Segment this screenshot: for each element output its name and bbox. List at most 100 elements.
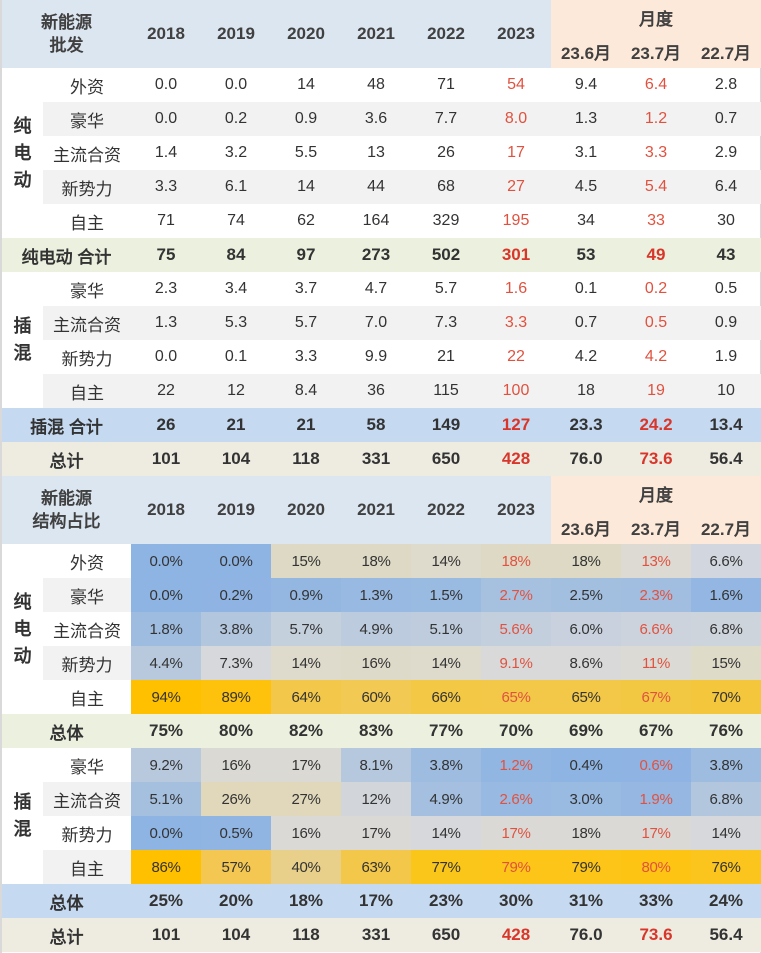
- value-cell: 115: [411, 374, 481, 408]
- table-row: 主流合资 1.3 5.3 5.7 7.0 7.3 3.3 0.7 0.5 0.9: [2, 306, 761, 340]
- value-cell: 1.3%: [341, 578, 411, 612]
- value-cell: 3.3: [481, 306, 551, 340]
- value-cell: 9.4: [574, 76, 598, 93]
- value-cell: 0.0%: [131, 578, 201, 612]
- monthly-header: 月度: [551, 0, 761, 34]
- value-cell: 1.9%: [621, 782, 691, 816]
- value-cell: 89%: [201, 680, 271, 714]
- value-cell: 30: [717, 212, 735, 229]
- value-cell: 6.6%: [621, 612, 691, 646]
- value-cell: 4.5: [551, 170, 621, 204]
- value-cell: 71: [157, 212, 175, 229]
- value-cell: 77%: [411, 850, 481, 884]
- value-cell: 13%: [621, 544, 691, 578]
- total-value-cell: 101: [131, 918, 201, 952]
- value-cell: 14%: [411, 646, 481, 680]
- value-cell: 0.5: [714, 280, 738, 297]
- value-cell: 3.8%: [691, 748, 761, 782]
- value-cell: 48: [367, 76, 385, 93]
- total-value-cell: 82%: [271, 714, 341, 748]
- value-cell: 3.3: [294, 348, 318, 365]
- total-value-cell: 43: [691, 238, 761, 272]
- total-value-cell: 97: [271, 238, 341, 272]
- value-cell: 18%: [551, 816, 621, 850]
- total-value-cell: 58: [341, 408, 411, 442]
- value-cell: 4.9%: [341, 612, 411, 646]
- value-cell: 17%: [481, 816, 551, 850]
- total-label: 总计: [2, 918, 131, 952]
- table-row: 主流合资 1.4 3.2 5.5 13 26 17 3.1 3.3 2.9: [2, 136, 761, 170]
- value-cell: 0.2%: [201, 578, 271, 612]
- value-cell: 34: [577, 212, 595, 229]
- value-cell: 67%: [621, 680, 691, 714]
- value-cell: 6.6%: [691, 544, 761, 578]
- total-value-cell: 273: [341, 238, 411, 272]
- group-label-char: 插: [13, 316, 32, 336]
- table-row: 纯电动 外资 0.0 0.0 14 48 71 54 9.4 6.4 2.8: [2, 68, 761, 238]
- total-value-cell: 104: [201, 918, 271, 952]
- value-cell: 19: [621, 374, 691, 408]
- value-cell: 18%: [481, 544, 551, 578]
- value-cell: 27%: [271, 782, 341, 816]
- month-header-current: 23.7月: [621, 34, 691, 68]
- total-row: 总计 101 104 118 331 650 428 76.0 73.6 56.4: [2, 442, 761, 476]
- value-cell: 26%: [201, 782, 271, 816]
- value-cell: 64%: [271, 680, 341, 714]
- value-cell: 0.5: [621, 306, 691, 340]
- group-label: 插混: [2, 272, 43, 408]
- total-value-cell: 104: [201, 442, 271, 476]
- value-cell: 0.0%: [131, 816, 201, 850]
- value-cell: 60%: [341, 680, 411, 714]
- value-cell: 80%: [621, 850, 691, 884]
- row-label: 外资: [70, 77, 104, 97]
- total-value-cell: 76.0: [551, 442, 621, 476]
- value-cell: 0.5%: [201, 816, 271, 850]
- value-cell: 17%: [271, 748, 341, 782]
- value-cell: 0.4%: [551, 748, 621, 782]
- value-cell: 4.9%: [411, 782, 481, 816]
- table-header-row: 新能源 批发 2018 2019 2020 2021 2022 2023 月度: [2, 0, 761, 68]
- value-cell: 18%: [341, 544, 411, 578]
- value-cell: 0.9: [271, 102, 341, 136]
- value-cell: 9.1%: [481, 646, 551, 680]
- value-cell: 22: [507, 348, 525, 365]
- total-value-cell: 149: [411, 408, 481, 442]
- value-cell: 2.9: [714, 144, 738, 161]
- value-cell: 14%: [271, 646, 341, 680]
- value-cell: 2.3%: [621, 578, 691, 612]
- value-cell: 3.6: [341, 102, 411, 136]
- total-value-cell: 76.0: [551, 918, 621, 952]
- value-cell: 14: [271, 170, 341, 204]
- value-cell: 0.0: [131, 102, 201, 136]
- value-cell: 27: [481, 170, 551, 204]
- monthly-header: 月度: [551, 476, 761, 510]
- value-cell: 1.5%: [411, 578, 481, 612]
- total-value-cell: 23%: [411, 884, 481, 918]
- value-cell: 6.8%: [691, 612, 761, 646]
- value-cell: 15%: [691, 646, 761, 680]
- total-value-cell: 76%: [691, 714, 761, 748]
- total-value-cell: 83%: [341, 714, 411, 748]
- value-cell: 1.6: [504, 280, 528, 297]
- year-header: 2019: [201, 476, 271, 544]
- value-cell: 3.4: [224, 280, 248, 297]
- value-cell: 63%: [341, 850, 411, 884]
- value-cell: 7.3%: [201, 646, 271, 680]
- value-cell: 15%: [271, 544, 341, 578]
- group-label: 纯电动: [2, 68, 43, 238]
- value-cell: 5.1%: [131, 782, 201, 816]
- total-value-cell: 21: [271, 408, 341, 442]
- total-value-cell: 650: [411, 442, 481, 476]
- month-header: 23.6月: [551, 34, 621, 68]
- value-cell: 3.1: [574, 144, 598, 161]
- value-cell: 68: [411, 170, 481, 204]
- year-header: 2019: [201, 0, 271, 68]
- group-label-char: 纯: [13, 591, 32, 612]
- row-label: 自主: [43, 374, 131, 408]
- value-cell: 2.8: [714, 76, 738, 93]
- value-cell: 1.3: [131, 306, 201, 340]
- value-cell: 100: [481, 374, 551, 408]
- value-cell: 18: [551, 374, 621, 408]
- month-header: 22.7月: [691, 510, 761, 544]
